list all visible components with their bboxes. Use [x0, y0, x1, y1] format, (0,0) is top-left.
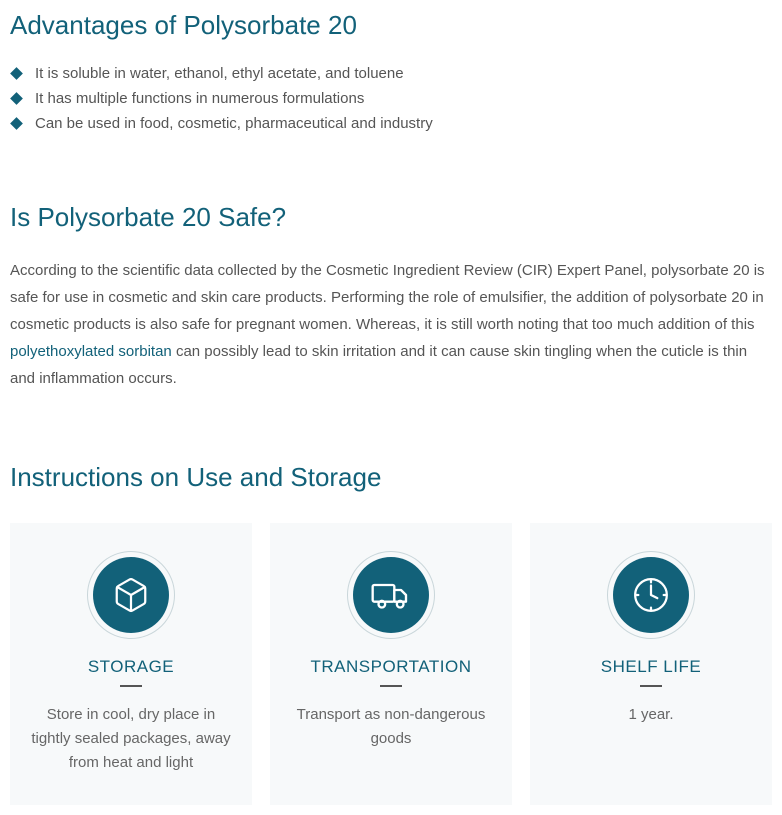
diamond-icon	[10, 92, 23, 105]
list-item-text: It has multiple functions in numerous fo…	[35, 90, 364, 107]
transportation-text: Transport as non-dangerous goods	[288, 703, 494, 751]
icon-ring	[87, 551, 175, 639]
shelflife-title: SHELF LIFE	[601, 657, 701, 677]
safety-paragraph: According to the scientific data collect…	[10, 257, 772, 392]
instruction-cards: STORAGE Store in cool, dry place in tigh…	[10, 523, 772, 805]
icon-ring	[607, 551, 695, 639]
shelflife-text: 1 year.	[628, 703, 673, 727]
storage-card: STORAGE Store in cool, dry place in tigh…	[10, 523, 252, 805]
truck-icon	[353, 557, 429, 633]
list-item-text: Can be used in food, cosmetic, pharmaceu…	[35, 115, 433, 132]
underline	[120, 685, 142, 687]
list-item: Can be used in food, cosmetic, pharmaceu…	[12, 115, 772, 132]
underline	[380, 685, 402, 687]
list-item: It is soluble in water, ethanol, ethyl a…	[12, 65, 772, 82]
instructions-heading: Instructions on Use and Storage	[10, 462, 772, 493]
underline	[640, 685, 662, 687]
diamond-icon	[10, 117, 23, 130]
list-item: It has multiple functions in numerous fo…	[12, 90, 772, 107]
safety-heading: Is Polysorbate 20 Safe?	[10, 202, 772, 233]
icon-ring	[347, 551, 435, 639]
storage-text: Store in cool, dry place in tightly seal…	[28, 703, 234, 775]
box-icon	[93, 557, 169, 633]
list-item-text: It is soluble in water, ethanol, ethyl a…	[35, 65, 404, 82]
diamond-icon	[10, 67, 23, 80]
advantages-list: It is soluble in water, ethanol, ethyl a…	[10, 65, 772, 132]
safety-text-before: According to the scientific data collect…	[10, 262, 765, 333]
storage-title: STORAGE	[88, 657, 174, 677]
transportation-card: TRANSPORTATION Transport as non-dangerou…	[270, 523, 512, 805]
transportation-title: TRANSPORTATION	[311, 657, 472, 677]
advantages-heading: Advantages of Polysorbate 20	[10, 10, 772, 41]
shelflife-card: SHELF LIFE 1 year.	[530, 523, 772, 805]
clock-icon	[613, 557, 689, 633]
polyethoxylated-link[interactable]: polyethoxylated sorbitan	[10, 343, 172, 360]
